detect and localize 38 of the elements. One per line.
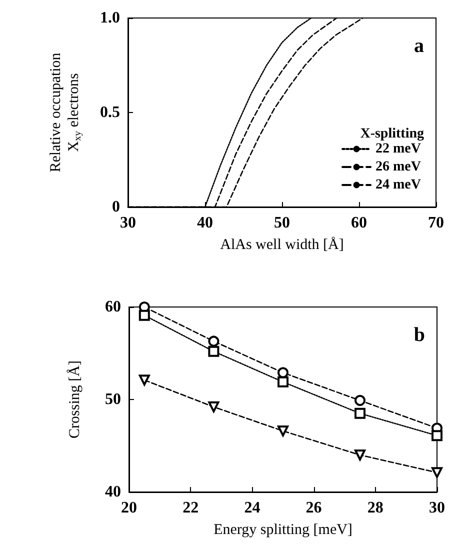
x-tick-label: 30 (120, 214, 136, 232)
legend-label: 22 meV (376, 142, 422, 156)
x-tick-label: 28 (367, 500, 384, 516)
x-tick-label: 24 (244, 500, 260, 516)
point (354, 394, 366, 406)
annotation: a (414, 35, 424, 57)
y-tick-label: 60 (105, 298, 121, 316)
x-tick-label: 26 (306, 500, 322, 516)
x-tick-label: 20 (121, 500, 137, 516)
point (278, 376, 288, 388)
x-tick-label: 22 (182, 500, 199, 516)
point (278, 425, 288, 436)
legend-label: 26 meV (376, 160, 422, 174)
point (208, 401, 220, 412)
point (432, 430, 442, 442)
y-tick-label: 1.0 (100, 10, 120, 26)
x-axis-title: AlAs well width [Å] (220, 236, 344, 253)
x-tick-label: 50 (274, 214, 290, 232)
legend-title: X-splitting (360, 126, 424, 142)
x-tick-label: 60 (351, 214, 367, 232)
point (208, 336, 220, 347)
y-tick-label: 0.5 (100, 104, 120, 121)
point (354, 450, 366, 460)
x-tick-label: 40 (197, 214, 213, 232)
point (138, 374, 150, 386)
point (432, 467, 442, 478)
x-tick-label: 30 (429, 500, 445, 516)
y-tick-label: 40 (105, 484, 121, 500)
y-tick-label: 50 (105, 391, 121, 408)
y-tick-label: 0 (112, 198, 120, 216)
y-axis-title: Crossing [Å] (66, 360, 83, 438)
point (208, 346, 220, 357)
legend-label: 24 meV (376, 178, 422, 192)
x-tick-label: 70 (428, 214, 444, 232)
x-axis-title: Energy splitting [meV] (214, 522, 352, 538)
point (138, 310, 150, 321)
point (354, 408, 366, 419)
annotation: b (414, 324, 425, 346)
